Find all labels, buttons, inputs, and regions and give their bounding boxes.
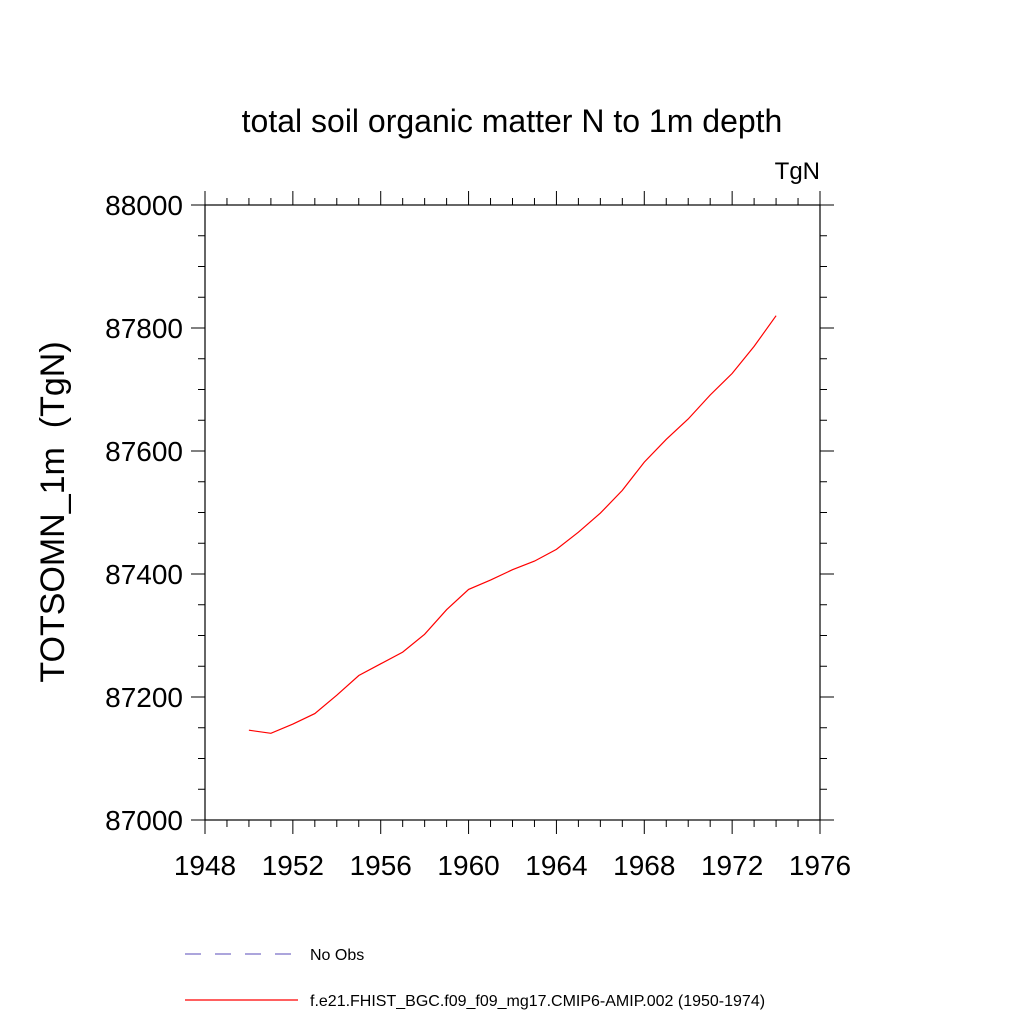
y-axis-label: TOTSOMN_1m (TgN) xyxy=(34,341,72,682)
units-label: TgN xyxy=(775,158,820,185)
plot-frame xyxy=(204,204,821,821)
y-tick-label: 87000 xyxy=(105,805,183,836)
ticks xyxy=(191,191,834,834)
x-tick-label: 1956 xyxy=(350,850,412,881)
y-tick-label: 87600 xyxy=(105,436,183,467)
y-tick-label: 87800 xyxy=(105,313,183,344)
y-tick-label: 87200 xyxy=(105,682,183,713)
x-tick-label: 1968 xyxy=(613,850,675,881)
series-line xyxy=(248,315,777,734)
x-tick-label: 1948 xyxy=(174,850,236,881)
x-tick-label: 1976 xyxy=(789,850,851,881)
legend: No Obs f.e21.FHIST_BGC.f09_f09_mg17.CMIP6… xyxy=(185,947,765,1010)
x-tick-label: 1964 xyxy=(525,850,587,881)
x-tick-label: 1960 xyxy=(437,850,499,881)
y-tick-label: 88000 xyxy=(105,190,183,221)
legend-label: f.e21.FHIST_BGC.f09_f09_mg17.CMIP6-AMIP.… xyxy=(310,993,765,1010)
x-tick-label: 1972 xyxy=(701,850,763,881)
chart-title: total soil organic matter N to 1m depth xyxy=(242,103,783,139)
axes xyxy=(204,204,821,821)
x-tick-label: 1952 xyxy=(262,850,324,881)
legend-label: No Obs xyxy=(310,947,364,964)
tick-labels: 1948 1952 1956 1960 1964 1968 1972 1976 87000 872… xyxy=(105,190,851,881)
series xyxy=(248,315,777,734)
y-tick-label: 87400 xyxy=(105,559,183,590)
